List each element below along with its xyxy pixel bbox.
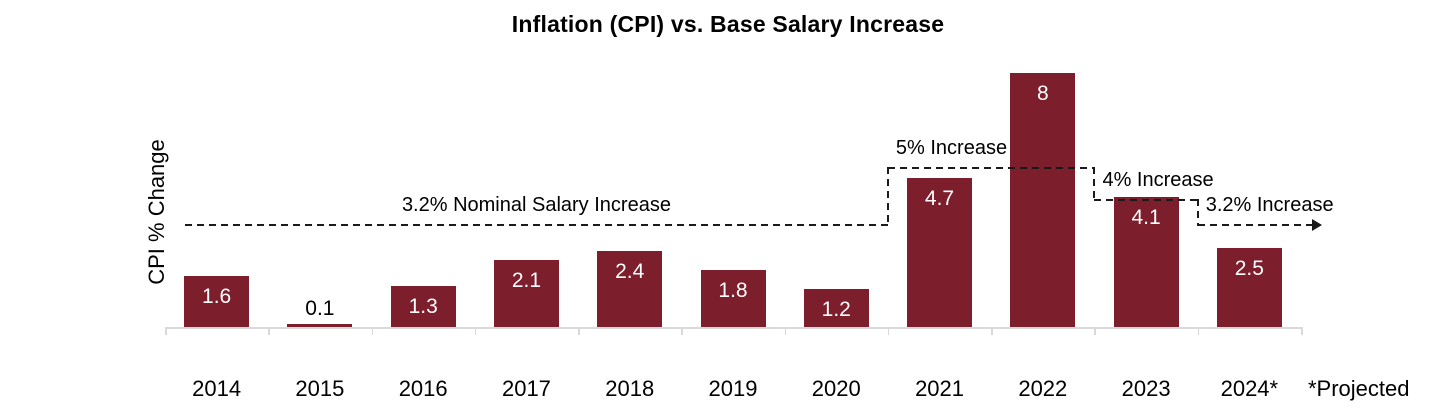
axis-tick: [268, 327, 270, 335]
chart-title: Inflation (CPI) vs. Base Salary Increase: [511, 11, 945, 37]
axis-tick: [1094, 327, 1096, 335]
x-axis-label: 2019: [708, 376, 758, 401]
axis-tick: [1301, 327, 1303, 335]
bar-2019: [700, 269, 766, 327]
bar-2020: [803, 288, 869, 327]
bar-value-label: 2.1: [511, 269, 542, 293]
salary-line-label: 5% Increase: [895, 137, 1008, 160]
x-axis-label: 2016: [398, 376, 448, 401]
bar-2023: [1113, 196, 1179, 327]
salary-line-label: 4% Increase: [1102, 169, 1214, 191]
axis-tick: [474, 327, 477, 335]
bar-2017: [493, 260, 559, 327]
bar-value-label: 0.1: [305, 296, 335, 320]
axis-tick: [371, 327, 374, 335]
axis-tick: [165, 327, 167, 335]
bar-value-label: 1.6: [202, 285, 232, 309]
x-axis-label: 2020: [811, 376, 861, 401]
bar-value-label: 4.1: [1131, 205, 1161, 229]
x-axis-label: 2014: [192, 376, 242, 401]
bar-2018: [597, 250, 663, 327]
x-axis-label: 2015: [295, 376, 345, 401]
arrow-right-icon: [1312, 219, 1322, 232]
bar-value-label: 4.7: [924, 186, 955, 210]
axis-tick: [1197, 327, 1200, 335]
axis-tick: [578, 327, 580, 335]
salary-line-step: [1196, 199, 1199, 227]
salary-line-segment: [185, 224, 888, 227]
salary-line-segment: [1197, 224, 1312, 227]
y-axis-label: CPI % Change: [144, 139, 169, 285]
bar-2016: [390, 285, 456, 327]
bar-value-label: 1.3: [408, 294, 438, 318]
x-axis-label: 2024*: [1220, 376, 1279, 401]
x-axis-label: 2017: [501, 376, 551, 401]
x-axis-label: 2022: [1018, 376, 1068, 401]
bar-value-label: 2.5: [1234, 256, 1264, 280]
axis-tick: [784, 327, 787, 335]
bar-2024*: [1216, 247, 1282, 327]
x-axis-label: 2023: [1121, 376, 1171, 401]
salary-line-step: [886, 167, 889, 227]
axis-tick: [887, 327, 890, 335]
x-axis-label: 2021: [915, 376, 965, 401]
bar-value-label: 1.2: [821, 297, 851, 321]
x-axis-label: 2018: [605, 376, 655, 401]
salary-line-segment: [887, 167, 1095, 170]
bar-2015: [287, 323, 353, 327]
bar-2021: [907, 177, 973, 327]
projected-footnote: *Projected: [1308, 376, 1410, 401]
axis-tick: [681, 327, 683, 335]
salary-line-step: [1093, 167, 1096, 201]
x-axis-line: [165, 327, 1301, 329]
salary-line-segment: [1094, 199, 1198, 201]
bar-value-label: 8: [1036, 82, 1049, 105]
bar-2022: [1010, 73, 1076, 327]
salary-line-label: 3.2% Nominal Salary Increase: [401, 194, 671, 217]
axis-tick: [991, 327, 993, 335]
salary-line-label: 3.2% Increase: [1205, 194, 1334, 217]
bar-2014: [184, 276, 250, 327]
bar-value-label: 2.4: [615, 259, 645, 283]
bar-value-label: 1.8: [718, 278, 748, 302]
